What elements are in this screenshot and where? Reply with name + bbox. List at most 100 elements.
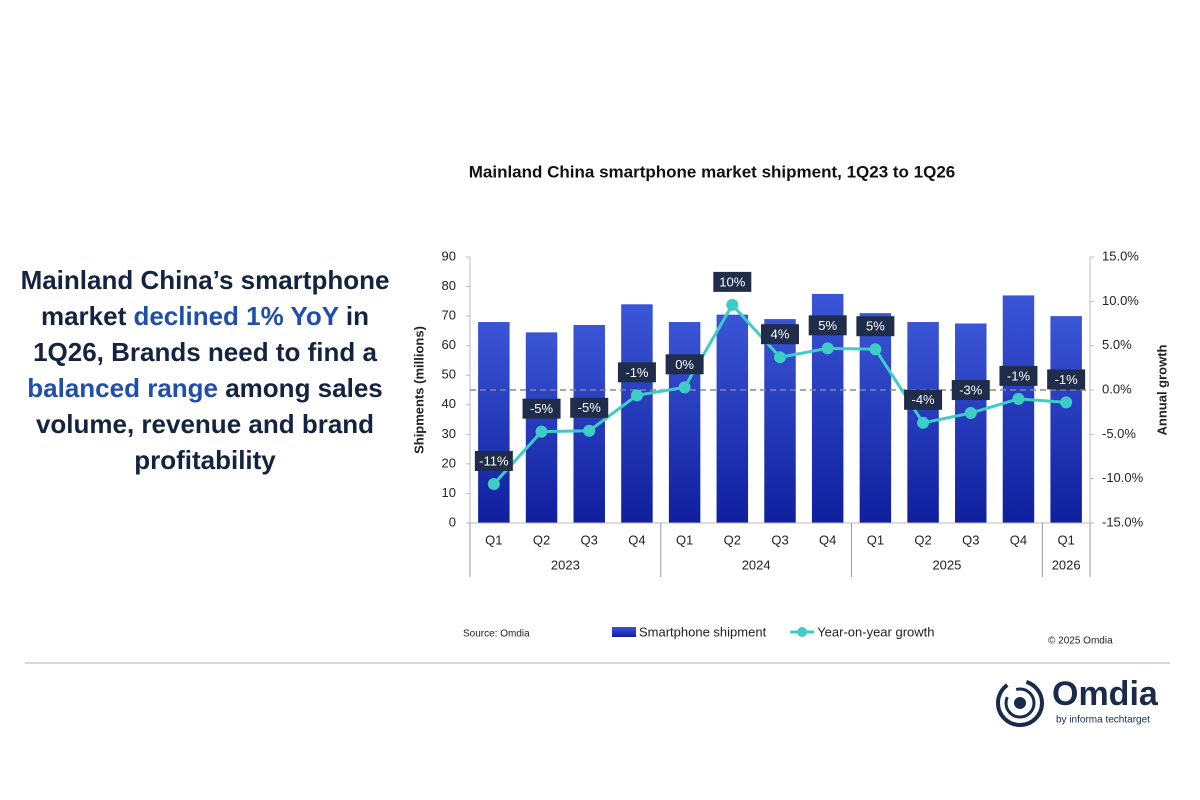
growth-point: [774, 351, 786, 364]
value-label: -1%: [1055, 372, 1079, 387]
x-tick-label: Q1: [485, 532, 502, 547]
headline: Mainland China’s smartphone market decli…: [20, 262, 390, 478]
value-label-box: [1047, 369, 1086, 390]
headline-text: among sales volume, revenue and brand pr…: [35, 373, 383, 475]
value-label: -3%: [959, 382, 983, 397]
growth-point: [678, 381, 691, 394]
y-tick-label: 0: [449, 514, 456, 529]
value-label: 5%: [818, 318, 837, 333]
x-tick-label: Q3: [581, 532, 598, 547]
value-label: 5%: [866, 319, 885, 334]
growth-point: [630, 389, 643, 402]
growth-point: [535, 425, 548, 438]
headline-emphasis: declined 1% YoY: [133, 301, 339, 331]
value-label: -11%: [479, 453, 509, 468]
value-label-box: [999, 365, 1038, 386]
y-tick-label: 20: [442, 455, 456, 470]
x-tick-label: Q1: [676, 532, 693, 547]
y2-tick-label: 15.0%: [1102, 248, 1139, 263]
legend-label: Year-on-year growth: [817, 624, 934, 639]
value-label-box: [951, 380, 990, 401]
y-tick-label: 60: [442, 337, 456, 352]
bar: [955, 323, 987, 523]
value-label: -5%: [530, 401, 554, 416]
y-tick-label: 50: [442, 367, 456, 382]
bar: [621, 304, 653, 523]
group-label: 2024: [742, 557, 771, 572]
x-tick-label: Q2: [533, 532, 550, 547]
y2-tick-label: 5.0%: [1102, 337, 1132, 352]
logo-icon: [996, 679, 1044, 727]
growth-point: [964, 407, 977, 420]
y-axis-label: Shipments (millions): [411, 326, 426, 454]
value-label-box: [522, 398, 561, 419]
group-label: 2025: [932, 557, 961, 572]
bar: [478, 322, 510, 523]
y-tick-label: 10: [442, 485, 456, 500]
logo-name: Omdia: [1052, 675, 1159, 713]
x-tick-label: Q3: [771, 532, 788, 547]
logo-tagline: by informa techtarget: [1056, 715, 1150, 726]
y-tick-label: 40: [442, 396, 456, 411]
x-tick-label: Q4: [1010, 532, 1027, 547]
y2-tick-label: -5.0%: [1102, 426, 1136, 441]
group-label: 2026: [1052, 557, 1081, 572]
bar: [764, 319, 796, 523]
value-label-box: [713, 271, 752, 292]
value-label: 4%: [771, 327, 790, 342]
growth-point: [726, 298, 739, 311]
bar: [1050, 316, 1082, 523]
y2-tick-label: -10.0%: [1102, 470, 1144, 485]
value-label: -4%: [912, 392, 936, 407]
x-tick-label: Q1: [867, 532, 884, 547]
legend-swatch: [612, 627, 636, 637]
bar: [668, 322, 701, 523]
value-label-box: [474, 450, 513, 471]
value-label-box: [665, 354, 704, 375]
growth-point: [869, 343, 882, 356]
value-label: 0%: [675, 357, 694, 372]
headline-text: Mainland China’s smartphone market: [20, 265, 390, 331]
bar: [1002, 295, 1035, 523]
group-label: 2023: [551, 557, 580, 572]
x-tick-label: Q4: [819, 532, 836, 547]
value-label-box: [761, 324, 799, 345]
headline-text: in 1Q26, Brands need to find a: [33, 301, 377, 367]
x-tick-label: Q3: [962, 532, 979, 547]
x-tick-label: Q4: [628, 532, 645, 547]
y2-axis-label: Annual growth: [1154, 344, 1169, 435]
value-label: -1%: [1007, 368, 1031, 383]
growth-point: [1060, 396, 1073, 409]
value-label-box: [570, 397, 609, 418]
y-tick-label: 90: [442, 248, 456, 263]
source: Source: Omdia: [463, 629, 530, 640]
chart-title: Mainland China smartphone market shipmen…: [469, 162, 956, 181]
value-label: -5%: [578, 400, 602, 415]
y-tick-label: 30: [442, 426, 456, 441]
value-label: 10%: [719, 274, 745, 289]
y2-tick-label: 0.0%: [1102, 381, 1132, 396]
value-label-box: [904, 389, 943, 410]
growth-point: [917, 416, 930, 429]
value-label-box: [617, 362, 656, 383]
y-tick-label: 80: [442, 278, 456, 293]
growth-point: [487, 477, 500, 490]
copyright: © 2025 Omdia: [1048, 636, 1113, 647]
x-tick-label: Q2: [724, 532, 741, 547]
value-label: -1%: [625, 365, 649, 380]
headline-emphasis: balanced range: [27, 373, 218, 403]
growth-point: [583, 424, 596, 437]
x-tick-label: Q1: [1057, 532, 1074, 547]
legend-swatch: [797, 627, 808, 637]
y2-tick-label: -15.0%: [1102, 514, 1144, 529]
growth-point: [821, 342, 834, 355]
y2-tick-label: 10.0%: [1102, 293, 1139, 308]
legend-label: Smartphone shipment: [639, 624, 767, 639]
growth-point: [1012, 392, 1025, 405]
value-label-box: [808, 315, 847, 336]
y-tick-label: 70: [442, 308, 456, 323]
value-label-box: [856, 316, 895, 337]
x-tick-label: Q2: [914, 532, 931, 547]
